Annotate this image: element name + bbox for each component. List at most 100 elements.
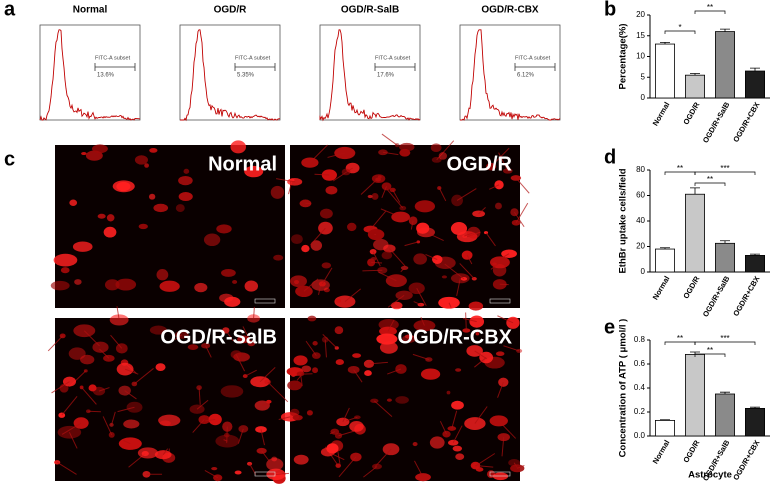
cell <box>494 180 504 190</box>
process <box>111 411 116 425</box>
process <box>116 306 120 320</box>
x-tick-label: OGD/R+CBX <box>731 100 761 143</box>
gate-percent: 6.12% <box>517 73 535 79</box>
scale-bar <box>489 298 511 304</box>
process <box>174 334 183 340</box>
significance-label: *** <box>720 334 729 343</box>
cell <box>234 470 242 475</box>
cell <box>92 341 109 353</box>
cell <box>106 214 115 222</box>
process <box>475 453 496 467</box>
significance-label: * <box>678 23 681 32</box>
bar <box>745 407 766 437</box>
cell <box>475 467 484 472</box>
x-tick-label: Normal <box>651 274 672 301</box>
process <box>380 208 401 218</box>
process <box>498 420 517 439</box>
cell <box>364 370 372 377</box>
process <box>413 301 422 306</box>
y-tick-label: 20 <box>636 10 645 19</box>
bar <box>685 193 706 273</box>
process <box>456 278 461 297</box>
cell <box>431 156 442 163</box>
error-bar <box>750 406 760 409</box>
cell <box>244 280 259 292</box>
process <box>381 133 398 146</box>
cell <box>468 301 484 311</box>
cell <box>144 163 149 168</box>
cell <box>367 258 376 267</box>
cell <box>221 268 236 277</box>
cell <box>142 470 151 478</box>
cell <box>53 253 78 267</box>
cell <box>353 415 361 420</box>
cell <box>73 324 96 338</box>
cell <box>183 168 190 174</box>
process <box>503 345 520 352</box>
cell <box>266 457 284 471</box>
process <box>491 253 510 265</box>
cell <box>334 326 344 335</box>
error-bar <box>750 253 760 256</box>
flow-curve <box>460 29 561 121</box>
y-tick-label: 0 <box>641 93 646 102</box>
process <box>134 368 154 385</box>
process <box>381 186 387 199</box>
bar <box>685 74 706 99</box>
cell <box>416 222 430 234</box>
process <box>462 317 477 323</box>
process <box>324 339 327 358</box>
y-tick-label: 20 <box>636 242 645 251</box>
process <box>309 144 328 163</box>
cell <box>138 223 148 230</box>
cell <box>455 453 465 460</box>
cell <box>103 226 117 238</box>
cell <box>438 152 448 160</box>
process <box>123 439 131 445</box>
x-tick-label: OGD/R+CBX <box>731 438 761 481</box>
micrograph-label: OGD/R-CBX <box>398 326 513 348</box>
cell <box>312 341 318 346</box>
y-axis-label: EthBr uptake cells/field <box>618 168 629 273</box>
gate-label: FITC-A subset <box>515 55 551 61</box>
cell <box>441 275 448 279</box>
cell <box>149 148 158 153</box>
process <box>276 178 295 183</box>
x-tick-label: Normal <box>651 438 672 465</box>
process <box>387 368 402 375</box>
error-bar <box>720 28 730 32</box>
flow-title: OGD/R-SalB <box>341 5 399 16</box>
process <box>278 416 291 421</box>
significance-bracket <box>694 171 756 175</box>
significance-label: ** <box>677 334 683 343</box>
bar <box>715 31 736 99</box>
bar <box>655 248 676 273</box>
process <box>459 263 475 280</box>
gate-label: FITC-A subset <box>375 55 411 61</box>
process <box>253 306 255 319</box>
process <box>61 395 78 416</box>
process <box>378 271 397 282</box>
error-bar <box>660 41 670 45</box>
x-tick-label: OGD/R <box>681 274 701 300</box>
process <box>372 251 381 267</box>
error-bar <box>690 73 700 76</box>
process <box>448 302 452 308</box>
cell <box>81 151 87 156</box>
process <box>300 373 303 387</box>
cell <box>123 419 140 429</box>
process <box>389 248 406 267</box>
cell <box>187 344 199 350</box>
flow-frame <box>179 24 281 121</box>
gate-percent: 5.35% <box>237 73 255 79</box>
process <box>392 189 401 203</box>
cell <box>399 148 411 157</box>
micrograph-label: Normal <box>208 153 277 175</box>
y-tick-label: 5 <box>641 72 646 81</box>
process <box>205 345 212 358</box>
bar <box>715 242 736 273</box>
cell <box>494 202 502 210</box>
panel-label: c <box>4 148 15 170</box>
significance-label: *** <box>720 164 729 173</box>
significance-bracket <box>664 30 696 34</box>
